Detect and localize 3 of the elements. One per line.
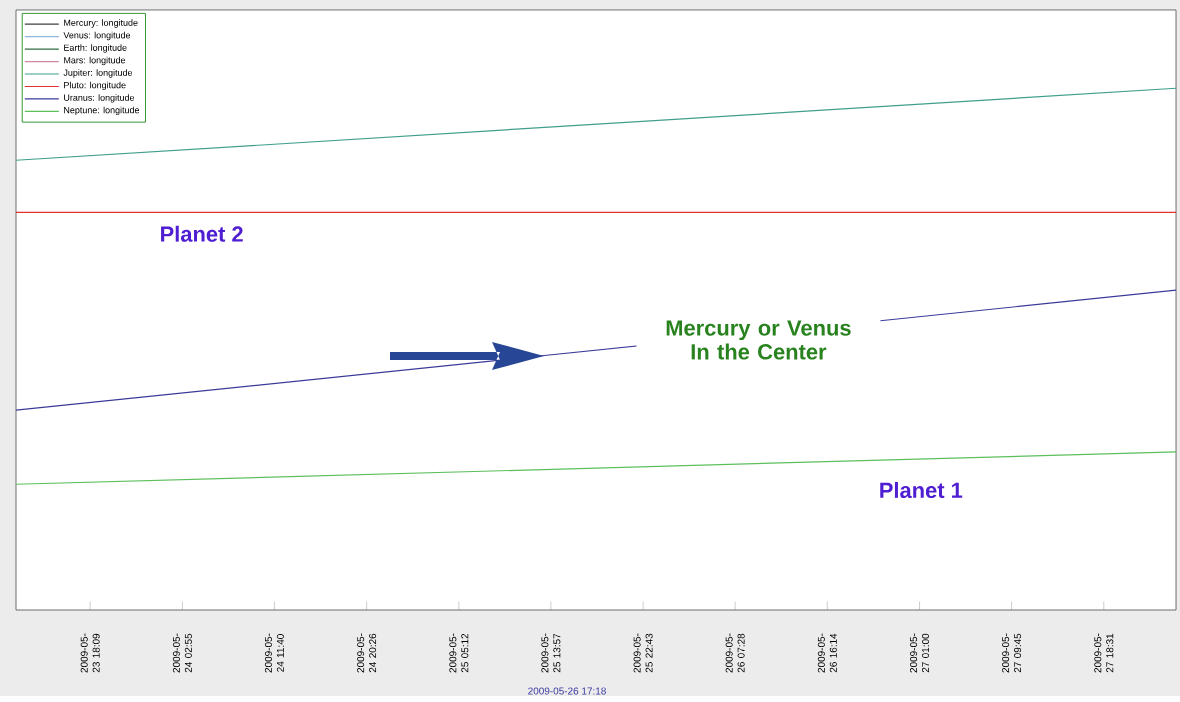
annotation: Planet 2 bbox=[161, 226, 243, 243]
annotation: Mercury or Venus In the Center bbox=[666, 320, 851, 361]
annotation: Planet 1 bbox=[880, 482, 963, 499]
